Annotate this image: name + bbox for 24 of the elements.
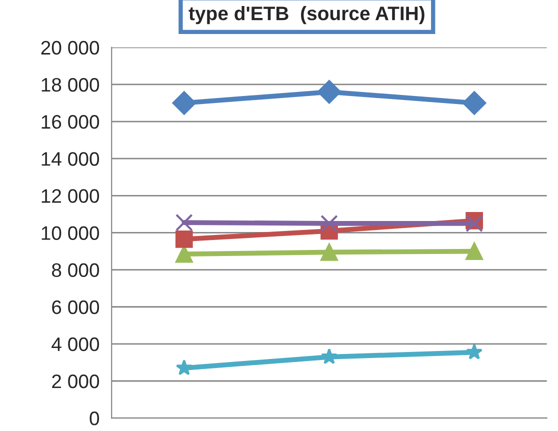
point: [175, 230, 193, 248]
y-tick-label: 8 000: [52, 263, 100, 278]
y-tick-label: 6 000: [52, 300, 100, 314]
point: [320, 214, 338, 232]
point: [462, 91, 486, 115]
y-tick-label: 10 000: [42, 226, 100, 240]
point: [320, 244, 338, 261]
y-tick-label: 18 000: [42, 78, 100, 92]
y-tick-label: 20 000: [41, 40, 100, 55]
y-tick-label: 16 000: [42, 115, 100, 129]
point: [466, 344, 483, 360]
point: [466, 242, 483, 260]
point: [172, 91, 196, 115]
point: [317, 80, 342, 104]
y-tick-label: 2 000: [52, 374, 100, 388]
point: [466, 214, 483, 232]
point: [175, 214, 193, 232]
y-tick-label: 0: [90, 412, 100, 426]
y-tick-label: 4 000: [52, 337, 100, 352]
chart-title: type d'ETB (source ATIH): [188, 6, 424, 24]
y-tick-label: 14 000: [42, 152, 100, 166]
point: [176, 359, 192, 376]
y-tick-label: 12 000: [42, 189, 100, 203]
point: [320, 348, 338, 364]
